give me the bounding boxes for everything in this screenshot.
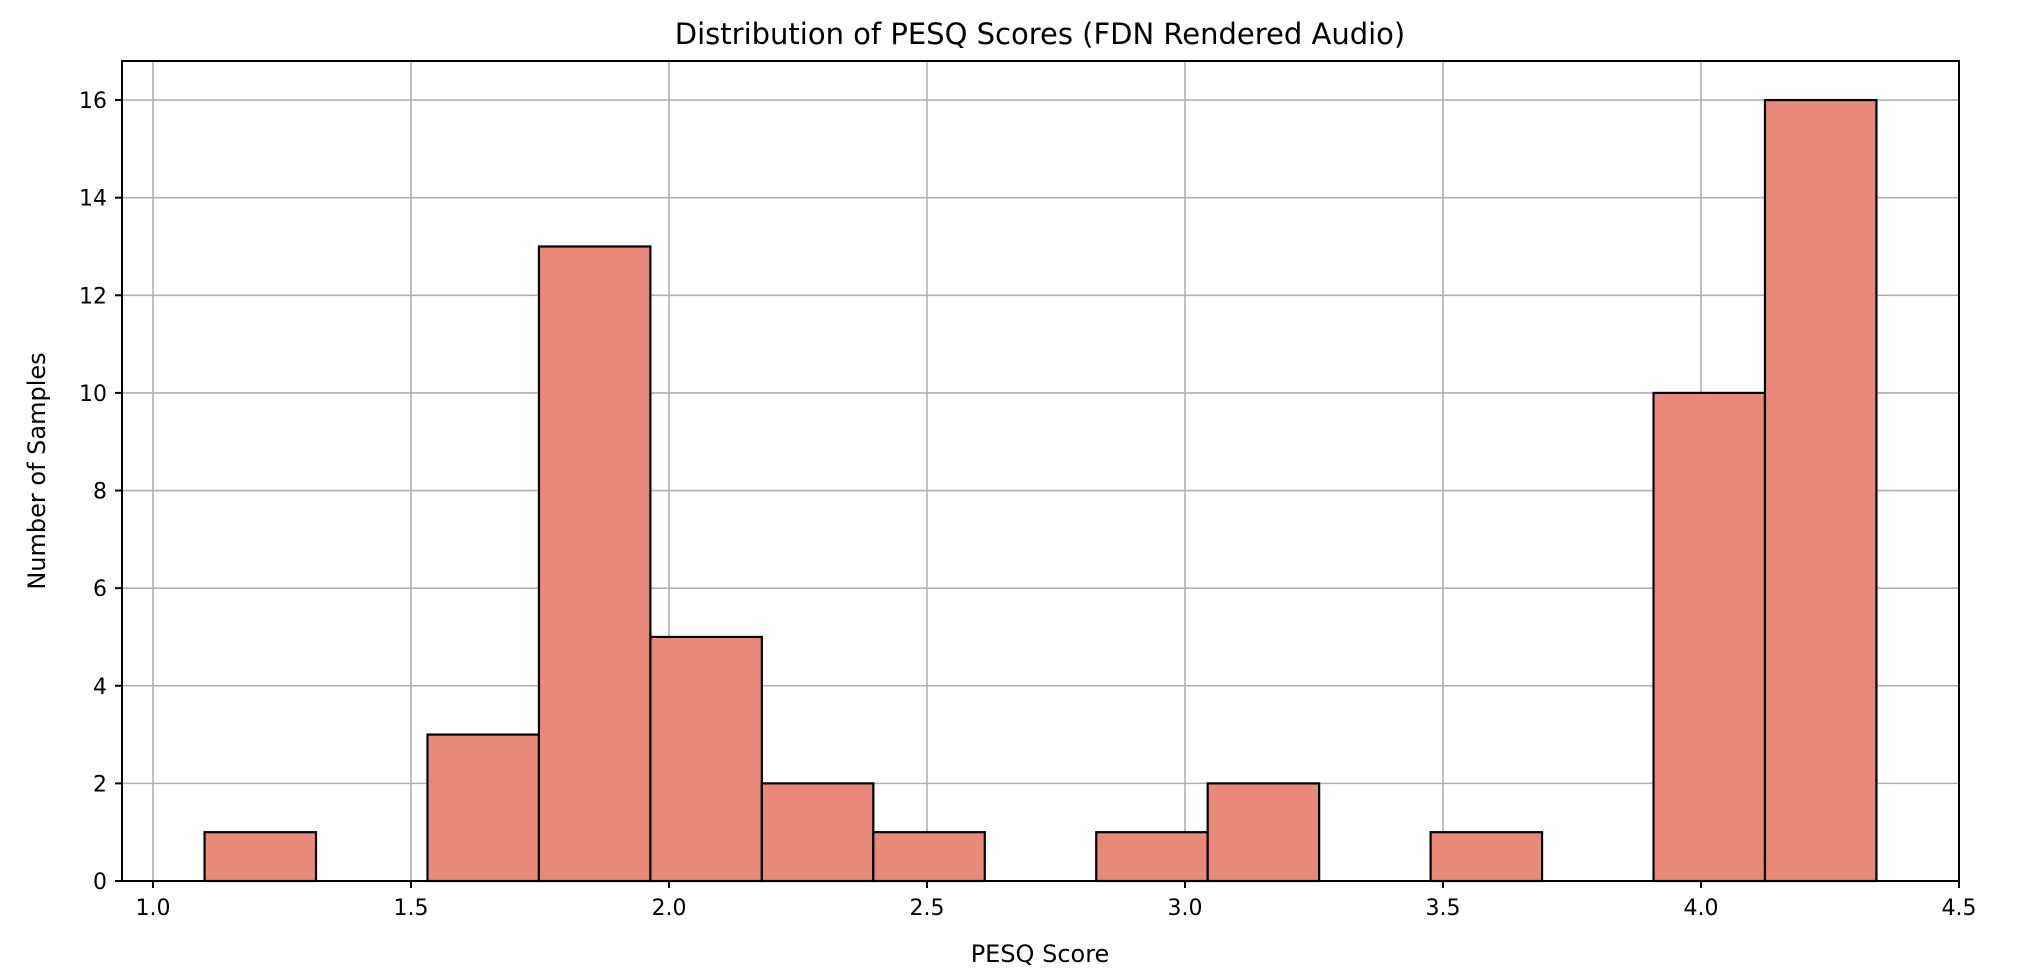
y-tick-label: 4 — [93, 675, 107, 700]
chart-title: Distribution of PESQ Scores (FDN Rendere… — [675, 17, 1405, 51]
y-tick-label: 14 — [79, 187, 107, 212]
histogram-bar — [1206, 782, 1321, 883]
y-tick-label: 10 — [79, 382, 107, 407]
y-tick-label: 0 — [93, 870, 107, 895]
histogram-bar — [203, 831, 318, 883]
histogram-bar — [1095, 831, 1209, 883]
x-tick-label: 3.0 — [1167, 896, 1202, 921]
y-tick-label: 6 — [93, 577, 107, 602]
x-tick-label: 2.5 — [909, 896, 944, 921]
y-tick-label: 12 — [79, 284, 107, 309]
histogram-bar — [1429, 831, 1544, 883]
histogram-bar — [649, 635, 763, 883]
x-tick-label: 4.0 — [1683, 896, 1718, 921]
histogram-bar — [760, 782, 875, 883]
y-tick-label: 8 — [93, 480, 107, 505]
histogram-bar — [537, 245, 652, 883]
y-axis-ticks: 0 2 4 6 8 10 12 14 16 — [79, 89, 122, 895]
x-axis-ticks: 1.0 1.5 2.0 2.5 3.0 3.5 4.0 4.5 — [135, 881, 1977, 921]
x-tick-label: 4.5 — [1942, 896, 1977, 921]
y-axis-title: Number of Samples — [23, 352, 51, 589]
y-tick-label: 16 — [79, 89, 107, 114]
x-tick-label: 3.5 — [1425, 896, 1460, 921]
bar-layer — [203, 98, 1878, 883]
x-tick-label: 2.0 — [651, 896, 686, 921]
histogram-bar — [1763, 98, 1878, 883]
histogram-bar — [872, 831, 986, 883]
x-tick-label: 1.0 — [135, 896, 170, 921]
histogram-bar — [426, 733, 541, 883]
x-axis-title: PESQ Score — [971, 940, 1110, 968]
histogram-bar — [1652, 391, 1767, 883]
y-tick-label: 2 — [93, 772, 107, 797]
x-tick-label: 1.5 — [393, 896, 428, 921]
plot-frame — [121, 60, 1960, 882]
